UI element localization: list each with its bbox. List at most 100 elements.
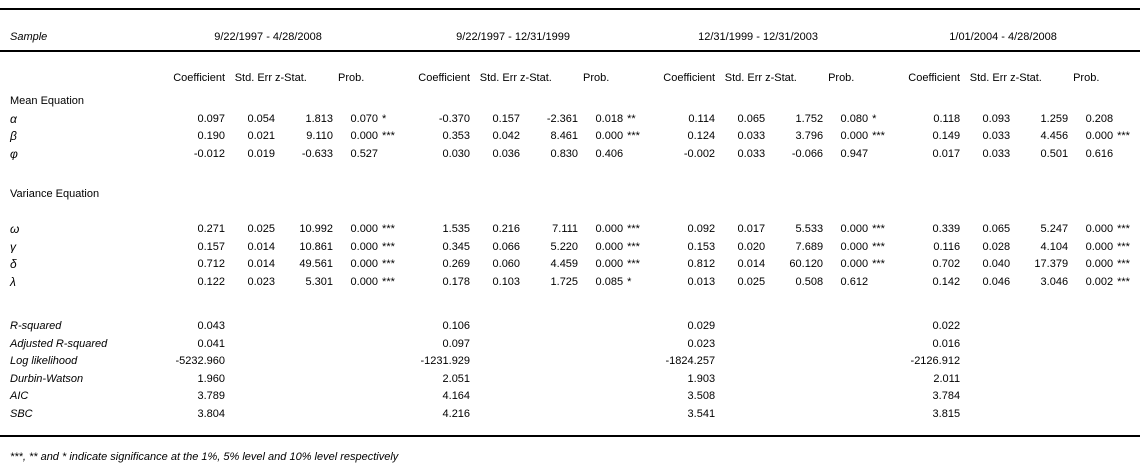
- empty-cell: [470, 402, 648, 420]
- prob-cell: 0.070: [350, 112, 379, 125]
- significance-cell: ***: [872, 130, 885, 142]
- statistic-row: Adjusted R-squared 0.041 0.097 0.023 0.016: [0, 332, 1140, 350]
- empty-cell: [715, 367, 893, 385]
- std-err-cell: 0.036: [492, 147, 521, 160]
- empty-cell: [470, 332, 648, 350]
- significance-cell: [1113, 142, 1140, 160]
- stat-value: 0.043: [197, 320, 226, 332]
- col-header-coefficient: Coefficient: [663, 72, 716, 84]
- z-stat-cell: 4.456: [1040, 130, 1069, 142]
- empty-cell: [715, 385, 893, 403]
- coefficient-cell: 0.142: [932, 275, 961, 288]
- col-header-std-err: Std. Err: [724, 72, 763, 84]
- z-stat-cell: 4.104: [1040, 240, 1069, 253]
- significance-cell: ***: [627, 258, 640, 270]
- sample-period-3: 12/31/1999 - 12/31/2003: [648, 9, 869, 52]
- spacer-row: [0, 420, 1140, 436]
- std-err-cell: 0.014: [247, 258, 276, 270]
- sample-period-2: 9/22/1997 - 12/31/1999: [403, 9, 624, 52]
- significance-cell: [378, 142, 403, 160]
- coefficient-cell: 0.712: [197, 258, 226, 270]
- significance-cell: [623, 142, 648, 160]
- prob-cell: 0.000: [1085, 258, 1114, 270]
- stat-value: 3.815: [932, 407, 961, 420]
- z-stat-cell: 10.861: [299, 240, 334, 253]
- statistic-row: R-squared 0.043 0.106 0.029 0.022: [0, 315, 1140, 333]
- significance-cell: ***: [382, 275, 395, 288]
- coefficient-cell: 0.124: [687, 130, 716, 142]
- stat-value: 1.903: [687, 372, 716, 385]
- z-stat-cell: 0.501: [1040, 147, 1069, 160]
- significance-cell: [868, 142, 893, 160]
- parameter-row: ω 0.271 0.025 10.992 0.000 *** 1.535 0.216 7.111…: [0, 218, 1140, 235]
- significance-cell: *: [872, 112, 877, 125]
- prob-cell: 0.527: [350, 147, 379, 160]
- significance-cell: ***: [872, 240, 885, 253]
- significance-cell: ***: [382, 223, 395, 235]
- empty-cell: [960, 350, 1140, 368]
- stat-value: 3.804: [197, 407, 226, 420]
- std-err-cell: 0.157: [492, 112, 521, 125]
- prob-cell: 0.085: [595, 275, 624, 288]
- empty-cell: [960, 315, 1140, 333]
- std-err-cell: 0.025: [247, 223, 276, 235]
- results-table: Sample 9/22/1997 - 4/28/2008 9/22/1997 -…: [0, 8, 1140, 437]
- std-err-cell: 0.019: [247, 147, 276, 160]
- param-label: φ: [10, 146, 18, 160]
- prob-cell: 0.000: [1085, 223, 1114, 235]
- empty-cell: [715, 315, 893, 333]
- col-header-std-err: Std. Err: [479, 72, 518, 84]
- std-err-cell: 0.025: [737, 275, 766, 288]
- std-err-cell: 0.216: [492, 223, 521, 235]
- z-stat-cell: 8.461: [550, 130, 579, 142]
- z-stat-cell: 7.111: [552, 223, 579, 235]
- significance-cell: *: [382, 112, 387, 125]
- sample-period-1: 9/22/1997 - 4/28/2008: [158, 9, 379, 52]
- col-header-prob: Prob.: [338, 72, 365, 84]
- prob-cell: 0.002: [1085, 275, 1114, 288]
- coefficient-cell: 0.114: [688, 112, 716, 125]
- results-table-body: Mean Equation α 0.097 0.054 1.813 0.070 * -0.37…: [0, 86, 1140, 436]
- empty-cell: [715, 402, 893, 420]
- z-stat-cell: 5.247: [1040, 223, 1069, 235]
- column-header-row: Coefficient Std. Err z-Stat. Prob. Coeff…: [0, 51, 1140, 86]
- empty-cell: [470, 350, 648, 368]
- prob-cell: 0.000: [1085, 130, 1114, 142]
- std-err-cell: 0.093: [982, 112, 1011, 125]
- col-header-z-stat: z-Stat.: [275, 72, 307, 84]
- spacer-cell: [0, 288, 1140, 315]
- empty-cell: [960, 367, 1140, 385]
- col-header-coefficient: Coefficient: [418, 72, 471, 84]
- z-stat-cell: -0.633: [301, 147, 334, 160]
- significance-cell: ***: [1117, 130, 1130, 142]
- sample-period-4: 1/01/2004 - 4/28/2008: [893, 9, 1114, 52]
- std-err-cell: 0.065: [737, 112, 766, 125]
- stat-value: -2126.912: [910, 355, 961, 367]
- param-label: ω: [10, 222, 20, 235]
- statistic-row: Log likelihood -5232.960 -1231.929 -1824.25…: [0, 350, 1140, 368]
- z-stat-cell: 1.725: [550, 275, 579, 288]
- z-stat-cell: 1.813: [305, 112, 334, 125]
- std-err-cell: 0.046: [982, 275, 1011, 288]
- prob-cell: 0.000: [840, 240, 869, 253]
- coefficient-cell: 0.157: [197, 240, 226, 253]
- spacer-row: [0, 288, 1140, 315]
- prob-cell: 0.000: [595, 258, 624, 270]
- stat-value: 0.097: [442, 337, 471, 350]
- significance-cell: *: [627, 275, 632, 288]
- stat-value: 0.023: [687, 337, 716, 350]
- std-err-cell: 0.023: [247, 275, 276, 288]
- parameter-row: δ 0.712 0.014 49.561 0.000 *** 0.269 0.060 4.459…: [0, 253, 1140, 270]
- z-stat-cell: 4.459: [550, 258, 579, 270]
- prob-cell: 0.000: [595, 223, 624, 235]
- spacer-row: [0, 160, 1140, 179]
- empty-cell: [225, 315, 403, 333]
- std-err-cell: 0.017: [737, 223, 766, 235]
- col-header-prob: Prob.: [583, 72, 610, 84]
- std-err-cell: 0.054: [247, 112, 276, 125]
- coefficient-cell: 0.092: [687, 223, 716, 235]
- coefficient-cell: 0.153: [687, 240, 716, 253]
- coefficient-cell: -0.012: [193, 147, 226, 160]
- stat-value: -1231.929: [420, 355, 471, 367]
- empty-cell: [225, 350, 403, 368]
